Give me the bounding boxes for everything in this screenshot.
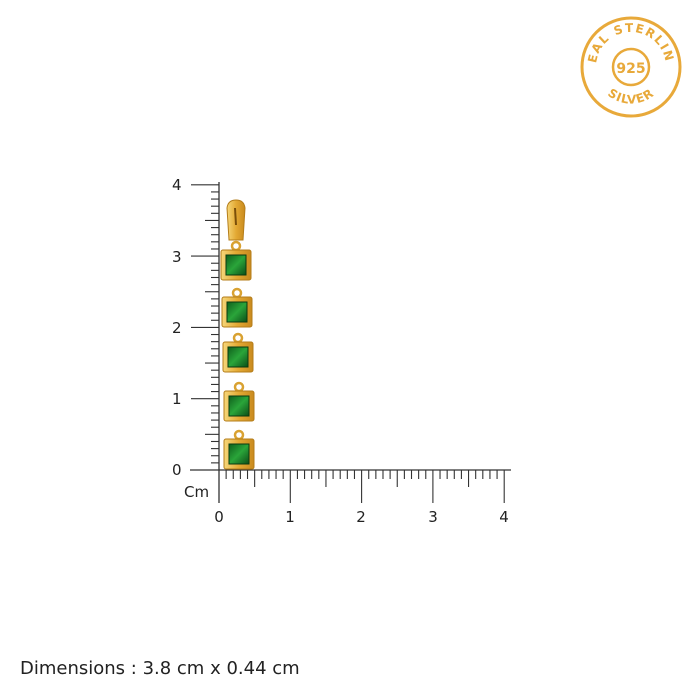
emerald-stone bbox=[225, 254, 247, 276]
emerald-stone bbox=[228, 395, 250, 417]
stone-link bbox=[220, 240, 252, 281]
emerald-stone bbox=[226, 301, 248, 323]
y-label: 0 bbox=[172, 461, 182, 479]
seal-bottom-text: SILVER bbox=[605, 86, 655, 107]
seal-center-text: 925 bbox=[616, 61, 645, 77]
emerald-pendant-image bbox=[220, 199, 255, 470]
svg-text:SILVER: SILVER bbox=[605, 86, 656, 107]
x-label: 4 bbox=[499, 508, 509, 526]
y-label: 4 bbox=[172, 176, 182, 194]
y-label: 2 bbox=[172, 319, 182, 337]
stone-link bbox=[221, 287, 253, 328]
x-label: 0 bbox=[214, 508, 224, 526]
y-label: 1 bbox=[172, 390, 182, 408]
x-label: 3 bbox=[428, 508, 438, 526]
ruler-unit-label: Cm bbox=[184, 483, 209, 501]
svg-text:REAL STERLING: REAL STERLING bbox=[0, 0, 677, 64]
stone-link bbox=[223, 429, 255, 470]
x-label: 2 bbox=[356, 508, 366, 526]
stone-link bbox=[222, 332, 254, 373]
ruler: Cm 0 1 2 3 4 0 1 2 3 4 bbox=[172, 176, 511, 526]
y-label: 3 bbox=[172, 248, 182, 266]
stone-link bbox=[223, 381, 255, 422]
sterling-silver-seal: REAL STERLING 925 SILVER bbox=[0, 0, 682, 118]
x-label: 1 bbox=[285, 508, 295, 526]
emerald-stone bbox=[228, 443, 250, 465]
seal-top-text: REAL STERLING bbox=[0, 0, 675, 64]
emerald-stone bbox=[227, 346, 249, 368]
dimensions-text: Dimensions : 3.8 cm x 0.44 cm bbox=[20, 658, 300, 679]
